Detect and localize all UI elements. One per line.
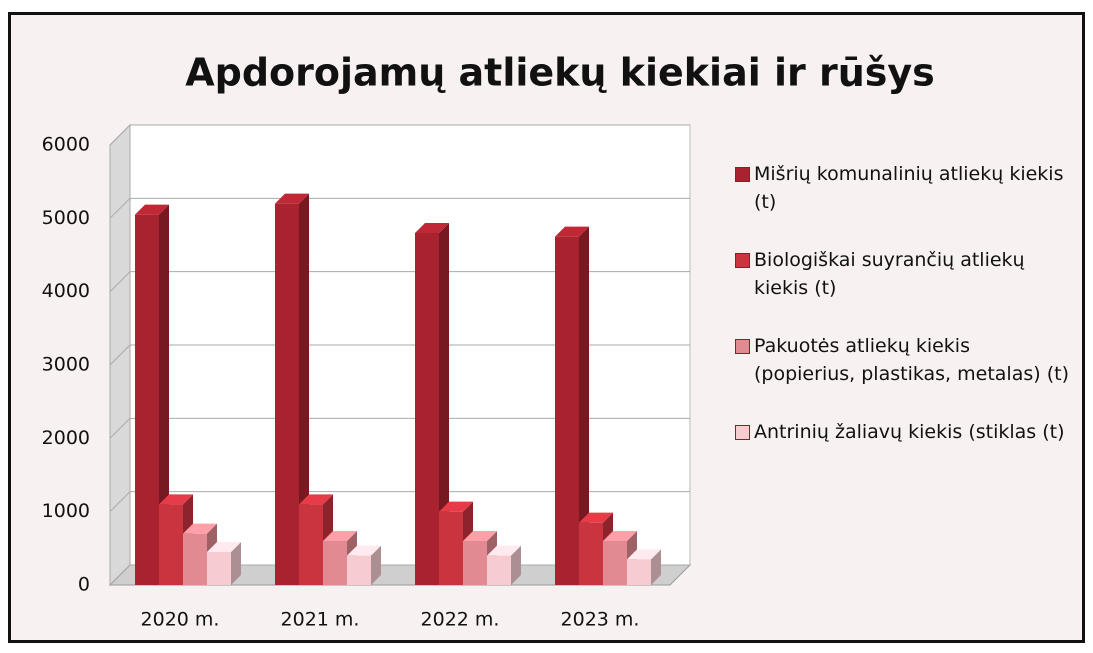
chart-title: Apdorojamų atliekų kiekiai ir rūšys [185, 51, 935, 95]
legend-item: Mišrių komunalinių atliekų kiekis (t) [735, 160, 1075, 216]
bar [159, 504, 183, 585]
y-tick-label: 5000 [42, 207, 90, 229]
bar-top [439, 501, 473, 512]
bar [439, 511, 463, 585]
legend-swatch [735, 339, 750, 354]
bar-top [627, 549, 661, 560]
y-tick-label: 3000 [42, 354, 90, 376]
bar-side [299, 193, 309, 585]
bar [579, 522, 603, 585]
grid-line [109, 344, 131, 366]
grid-line [109, 271, 131, 293]
bar [487, 555, 511, 585]
bar [207, 552, 231, 585]
legend-swatch [735, 253, 750, 268]
bar [555, 236, 579, 585]
bar-side [439, 223, 449, 585]
bar-top [347, 545, 381, 556]
x-tick-label: 2022 m. [421, 609, 500, 631]
legend-label: Pakuotės atliekų kiekis (popierius, plas… [754, 335, 1069, 385]
bar [463, 541, 487, 585]
legend-item: Pakuotės atliekų kiekis (popierius, plas… [735, 332, 1075, 388]
legend-swatch [735, 167, 750, 182]
bar-side [651, 549, 661, 585]
bar-top [135, 204, 169, 215]
bar-top [299, 494, 333, 505]
y-tick-label: 1000 [42, 500, 90, 522]
legend-label: Antrinių žaliavų kiekis (stiklas (t) [754, 421, 1065, 443]
bar-top [415, 223, 449, 233]
bar [275, 203, 299, 585]
y-tick-label: 0 [78, 574, 90, 596]
bar-top [603, 531, 637, 541]
y-tick-label: 2000 [42, 427, 90, 449]
x-tick-label: 2023 m. [561, 609, 640, 631]
grid-line [109, 491, 131, 513]
y-tick-label: 4000 [42, 280, 90, 302]
bar-top [463, 531, 497, 541]
bar [135, 214, 159, 585]
bar-top [323, 531, 357, 541]
bar-top [487, 545, 521, 556]
bar-top [579, 512, 613, 523]
legend-label: Biologiškai suyrančių atliekų kiekis (t) [754, 249, 1025, 299]
grid-line [109, 417, 131, 439]
legend-item: Biologiškai suyrančių atliekų kiekis (t) [735, 246, 1075, 302]
y-tick-label: 6000 [42, 134, 90, 156]
bar [347, 555, 371, 585]
bar-side [511, 545, 521, 585]
bar-top [207, 542, 241, 552]
bar [299, 504, 323, 585]
bar [415, 233, 439, 585]
bar-side [579, 226, 589, 585]
bar [603, 541, 627, 585]
bar [627, 559, 651, 585]
x-tick-label: 2021 m. [281, 609, 360, 631]
bar-side [371, 545, 381, 585]
bar [183, 533, 207, 585]
legend-swatch [735, 425, 750, 440]
bar-top [555, 226, 589, 237]
bar-top [275, 193, 309, 204]
bar [323, 541, 347, 585]
bar-top [159, 494, 193, 505]
grid-line [109, 124, 131, 146]
x-tick-label: 2020 m. [141, 609, 220, 631]
bar-side [231, 542, 241, 585]
legend-label: Mišrių komunalinių atliekų kiekis (t) [754, 163, 1064, 213]
bar-top [183, 523, 217, 534]
bar-side [159, 204, 169, 585]
legend-item: Antrinių žaliavų kiekis (stiklas (t) [735, 418, 1075, 446]
legend: Mišrių komunalinių atliekų kiekis (t) Bio… [735, 160, 1075, 476]
grid-line [109, 197, 131, 219]
grid-line [109, 564, 131, 586]
